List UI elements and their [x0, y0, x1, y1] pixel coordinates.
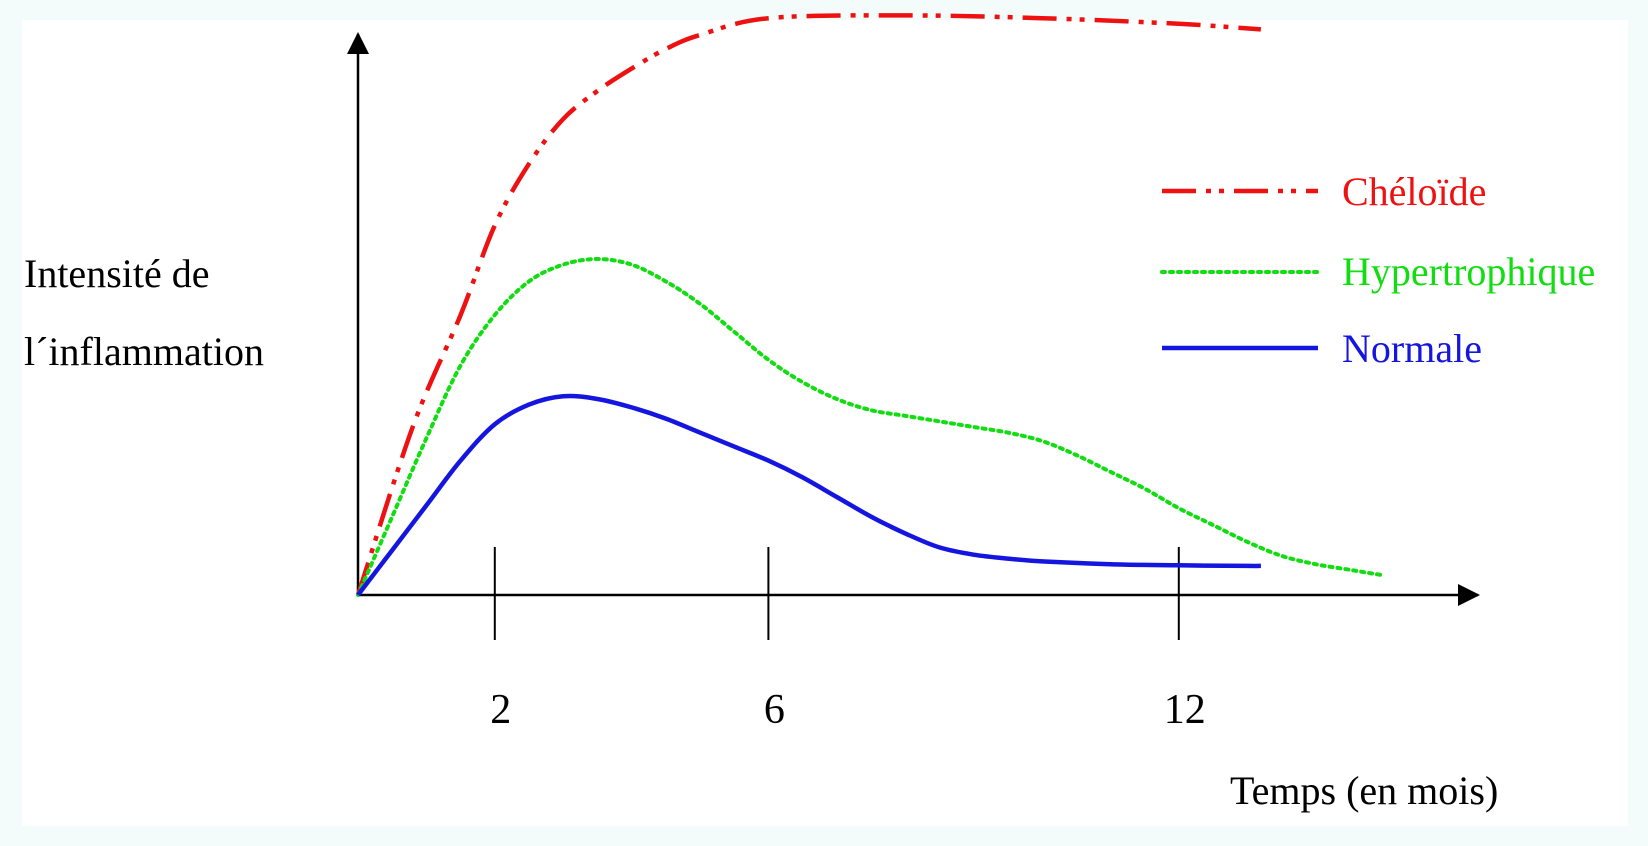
series-line-normale	[356, 393, 1261, 597]
y-axis-label-line-2: l´inflammation	[24, 329, 264, 374]
x-axis-label: Temps (en mois)	[1230, 768, 1499, 813]
legend-swatches	[1160, 188, 1320, 351]
x-tick-label-6: 6	[764, 687, 785, 733]
series-lines	[355, 13, 1386, 597]
legend-label-hypertrophique: Hypertrophique	[1342, 249, 1596, 294]
y-axis-label-line-1: Intensité de	[24, 251, 210, 296]
x-ticks: 2 6 12	[490, 547, 1206, 733]
series-line-chéloïde	[355, 13, 1262, 596]
series-line-hypertrophique	[356, 256, 1386, 597]
x-tick-label-12: 12	[1164, 687, 1206, 733]
x-tick-label-2: 2	[490, 687, 511, 733]
legend-label-normale: Normale	[1342, 326, 1482, 371]
legend-label-cheloide: Chéloïde	[1342, 169, 1487, 214]
chart-panel	[22, 20, 1628, 826]
